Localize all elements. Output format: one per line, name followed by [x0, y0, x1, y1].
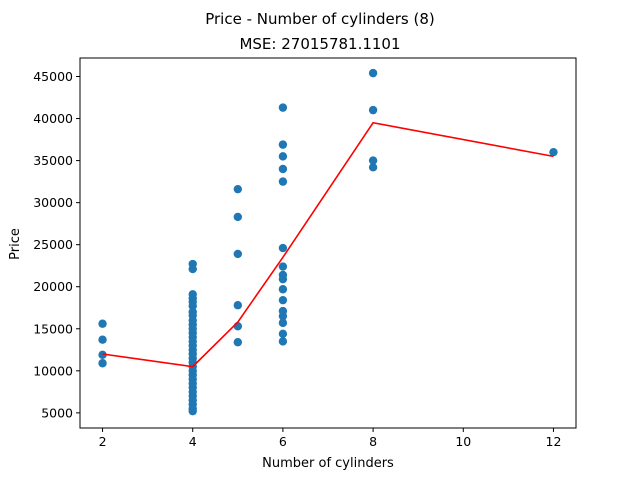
x-axis: 2 4 6 8 10 12 [99, 428, 562, 449]
data-point [188, 264, 197, 274]
data-point [278, 337, 288, 346]
data-point [278, 164, 288, 174]
data-point [233, 212, 243, 222]
data-point [278, 311, 288, 321]
y-tick-label: 45000 [33, 69, 73, 84]
data-point [278, 243, 288, 253]
chart-title: Price - Number of cylinders (8) [205, 10, 435, 28]
data-point [368, 156, 378, 165]
data-point [233, 184, 243, 194]
data-point [188, 301, 197, 311]
data-point [98, 335, 107, 344]
data-point [188, 406, 197, 416]
y-tick-label: 15000 [33, 321, 73, 336]
y-axis: 5000 10000 15000 20000 25000 30000 35000 40000 4… [33, 69, 80, 420]
axes-frame [79, 57, 577, 429]
data-point [278, 329, 288, 339]
y-tick-label: 10000 [33, 363, 73, 378]
x-tick-label: 6 [279, 434, 287, 449]
chart-subtitle: MSE: 27015781.1101 [239, 35, 400, 53]
data-point [233, 301, 243, 310]
x-tick-label: 10 [455, 434, 471, 449]
y-tick-label: 35000 [33, 153, 73, 168]
y-tick-label: 25000 [33, 237, 73, 252]
fit-line [102, 121, 554, 368]
data-point [368, 163, 378, 172]
data-point [233, 338, 243, 347]
x-tick-label: 12 [546, 434, 562, 449]
x-tick-label: 8 [369, 434, 377, 449]
data-point [278, 262, 288, 271]
data-point [98, 350, 107, 360]
data-point [549, 147, 558, 157]
data-point [278, 177, 288, 186]
data-point [278, 318, 288, 328]
data-point [368, 68, 378, 78]
data-point [368, 105, 378, 115]
data-point [278, 295, 288, 305]
y-tick-label: 5000 [41, 405, 73, 420]
x-tick-label: 4 [189, 434, 197, 449]
data-point [98, 319, 107, 328]
data-point [278, 140, 288, 149]
y-tick-label: 20000 [33, 279, 73, 294]
x-axis-label: Number of cylinders [262, 456, 394, 471]
scatter-points [98, 68, 558, 416]
y-tick-label: 30000 [33, 195, 73, 210]
data-point [233, 322, 243, 331]
data-point [233, 249, 243, 259]
data-point [98, 359, 107, 368]
fit-line-group [102, 121, 554, 368]
data-point [278, 152, 288, 161]
data-point [278, 103, 288, 112]
x-tick-label: 2 [99, 434, 107, 449]
y-axis-label: Price [8, 228, 23, 260]
data-point [278, 285, 288, 294]
data-point [278, 274, 288, 284]
y-tick-label: 40000 [33, 111, 73, 126]
